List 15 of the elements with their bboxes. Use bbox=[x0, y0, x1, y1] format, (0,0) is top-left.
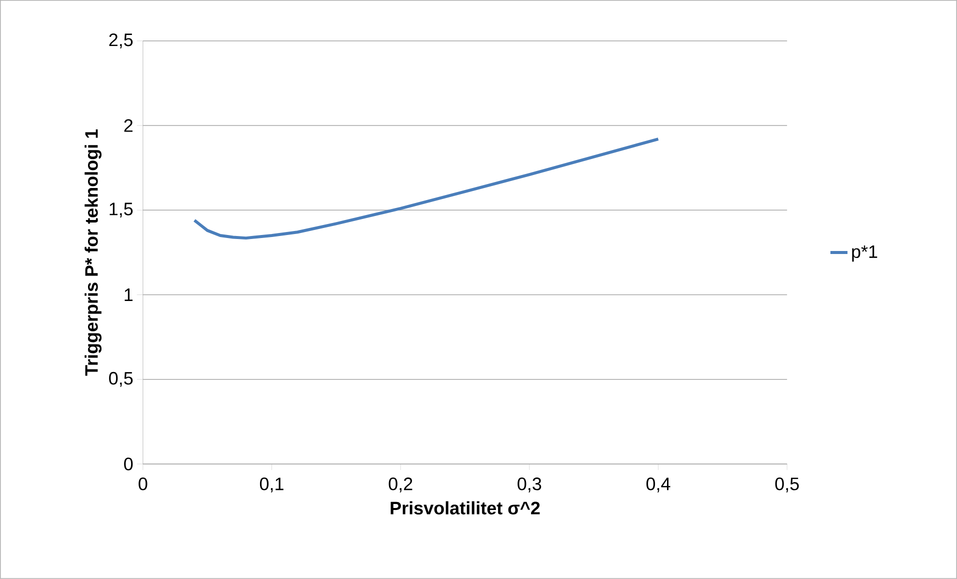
y-tick-label: 2 bbox=[124, 119, 133, 132]
x-tick-label: 0 bbox=[138, 478, 148, 490]
x-tick-label: 0,4 bbox=[646, 478, 670, 492]
x-tick-label: 0,2 bbox=[388, 478, 412, 492]
y-tick-label: 0 bbox=[124, 458, 133, 470]
x-tick-label: 0,1 bbox=[260, 478, 284, 492]
y-tick-label: 1 bbox=[124, 288, 133, 301]
y-tick-label: 1,5 bbox=[110, 202, 133, 218]
y-tick-label: 2,5 bbox=[109, 34, 133, 48]
y-tick-label: 0,5 bbox=[109, 372, 133, 387]
x-tick-label: 0,3 bbox=[518, 478, 542, 492]
y-axis-title: Triggerpris P* for teknologi 1 bbox=[84, 129, 102, 376]
x-tick-label: 0,5 bbox=[775, 478, 799, 492]
legend-label: p*1 bbox=[852, 246, 878, 262]
x-axis-title: Prisvolatilitet σ^2 bbox=[390, 501, 540, 515]
